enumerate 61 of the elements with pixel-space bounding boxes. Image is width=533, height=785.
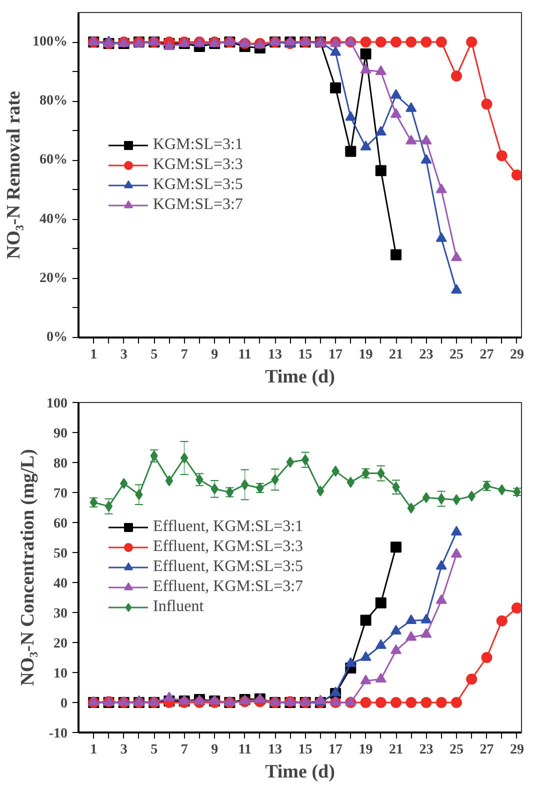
y-tick-label: 80	[54, 456, 68, 472]
y-tick-label: 100%	[32, 34, 68, 50]
x-tick-label: 9	[211, 742, 218, 758]
y-tick-label: 20%	[40, 270, 68, 286]
x-tick-label: 7	[180, 742, 188, 758]
y-tick-label: 90	[54, 426, 68, 442]
x-tick-label: 19	[358, 742, 373, 758]
x-tick-label: 25	[449, 742, 464, 758]
x-axis-title: Time (d)	[265, 366, 335, 388]
x-tick-label: 11	[238, 348, 252, 362]
x-tick-label: 5	[150, 742, 158, 758]
legend-label: Effluent, KGM:SL=3:7	[153, 578, 304, 596]
y-tick-label: 10	[54, 666, 68, 682]
x-tick-label: 19	[358, 348, 373, 362]
y-tick-label: -10	[48, 726, 68, 742]
x-tick-label: 13	[268, 742, 282, 758]
x-tick-label: 29	[510, 742, 524, 758]
x-tick-label: 17	[328, 348, 343, 362]
legend-label: Influent	[153, 598, 204, 616]
x-tick-label: 11	[238, 742, 252, 758]
y-tick-label: 40%	[40, 212, 68, 227]
x-tick-label: 1	[90, 742, 98, 758]
y-axis-title: NO₃-N Concentration (mg/L)	[18, 449, 38, 686]
x-tick-label: 27	[480, 742, 494, 758]
legend-label: KGM:SL=3:1	[153, 136, 243, 154]
x-tick-label: 15	[298, 348, 312, 362]
legend-label: KGM:SL=3:7	[153, 196, 243, 214]
y-axis-title: NO₃-N Removal rate	[4, 90, 24, 260]
y-tick-label: 20	[54, 636, 68, 652]
x-tick-label: 29	[510, 348, 524, 362]
y-tick-label: 70	[54, 486, 68, 502]
x-tick-label: 13	[268, 348, 282, 362]
y-tick-label: 80%	[40, 94, 68, 109]
y-tick-label: 60	[54, 516, 68, 532]
x-tick-label: 27	[480, 348, 494, 362]
x-tick-label: 23	[419, 742, 434, 758]
legend-label: Effluent, KGM:SL=3:1	[153, 518, 304, 536]
y-tick-label: 0%	[46, 330, 68, 345]
y-tick-label: 40	[54, 576, 68, 592]
x-tick-label: 3	[120, 742, 128, 758]
x-axis-title: Time (d)	[265, 762, 335, 782]
x-tick-label: 21	[389, 742, 404, 758]
legend-label: Effluent, KGM:SL=3:3	[153, 538, 304, 556]
x-tick-label: 5	[150, 348, 158, 362]
x-tick-label: 15	[298, 742, 312, 758]
x-tick-label: 25	[449, 348, 464, 362]
y-tick-label: 50	[54, 546, 68, 562]
y-tick-label: 100	[46, 396, 68, 412]
y-tick-label: 30	[54, 606, 68, 622]
x-tick-label: 21	[389, 348, 404, 362]
y-tick-label: 0	[60, 696, 68, 712]
legend-label: KGM:SL=3:5	[153, 176, 243, 194]
legend-label: KGM:SL=3:3	[153, 156, 243, 174]
x-tick-label: 9	[211, 348, 218, 362]
x-tick-label: 1	[90, 348, 98, 362]
legend-label: Effluent, KGM:SL=3:5	[153, 558, 304, 576]
y-tick-label: 60%	[40, 152, 68, 168]
x-tick-label: 17	[328, 742, 343, 758]
x-tick-label: 7	[180, 348, 188, 362]
x-tick-label: 23	[419, 348, 434, 362]
x-tick-label: 3	[120, 348, 128, 362]
